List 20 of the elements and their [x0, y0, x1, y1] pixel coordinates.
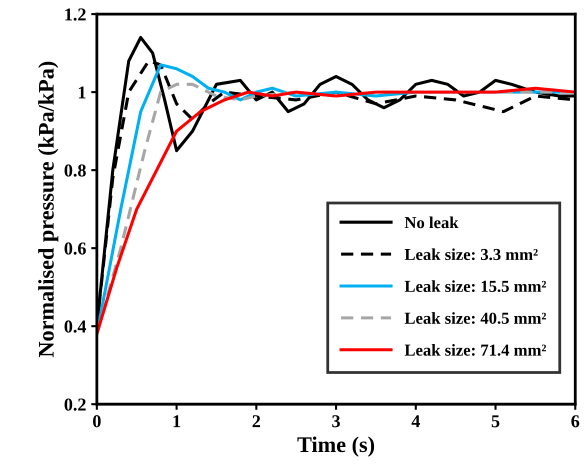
x-tick-label: 5	[492, 415, 500, 428]
y-axis-title: Normalised pressure (kPa/kPa)	[38, 62, 58, 358]
y-tick-label: 0.6	[64, 242, 86, 255]
legend-label: No leak	[404, 216, 459, 228]
x-tick-label: 0	[93, 415, 101, 428]
x-tick-label: 2	[252, 415, 260, 428]
y-tick-label: 1.2	[65, 8, 86, 21]
x-tick-label: 6	[571, 415, 580, 428]
y-tick-label: 0.4	[64, 320, 86, 333]
y-tick-label: 1	[78, 86, 86, 98]
x-axis-title: Time (s)	[297, 436, 374, 457]
legend-label: Leak size: 71.4 mm²	[404, 344, 546, 356]
y-tick-label: 0.2	[64, 398, 86, 411]
legend-label: Leak size: 40.5 mm²	[404, 312, 546, 324]
x-tick-label: 1	[174, 415, 180, 428]
legend-label: Leak size: 15.5 mm²	[404, 280, 546, 292]
x-tick-label: 3	[332, 415, 340, 428]
x-tick-label: 4	[412, 415, 420, 428]
legend-label: Leak size: 3.3 mm²	[404, 248, 538, 260]
y-tick-label: 0.8	[64, 164, 86, 177]
